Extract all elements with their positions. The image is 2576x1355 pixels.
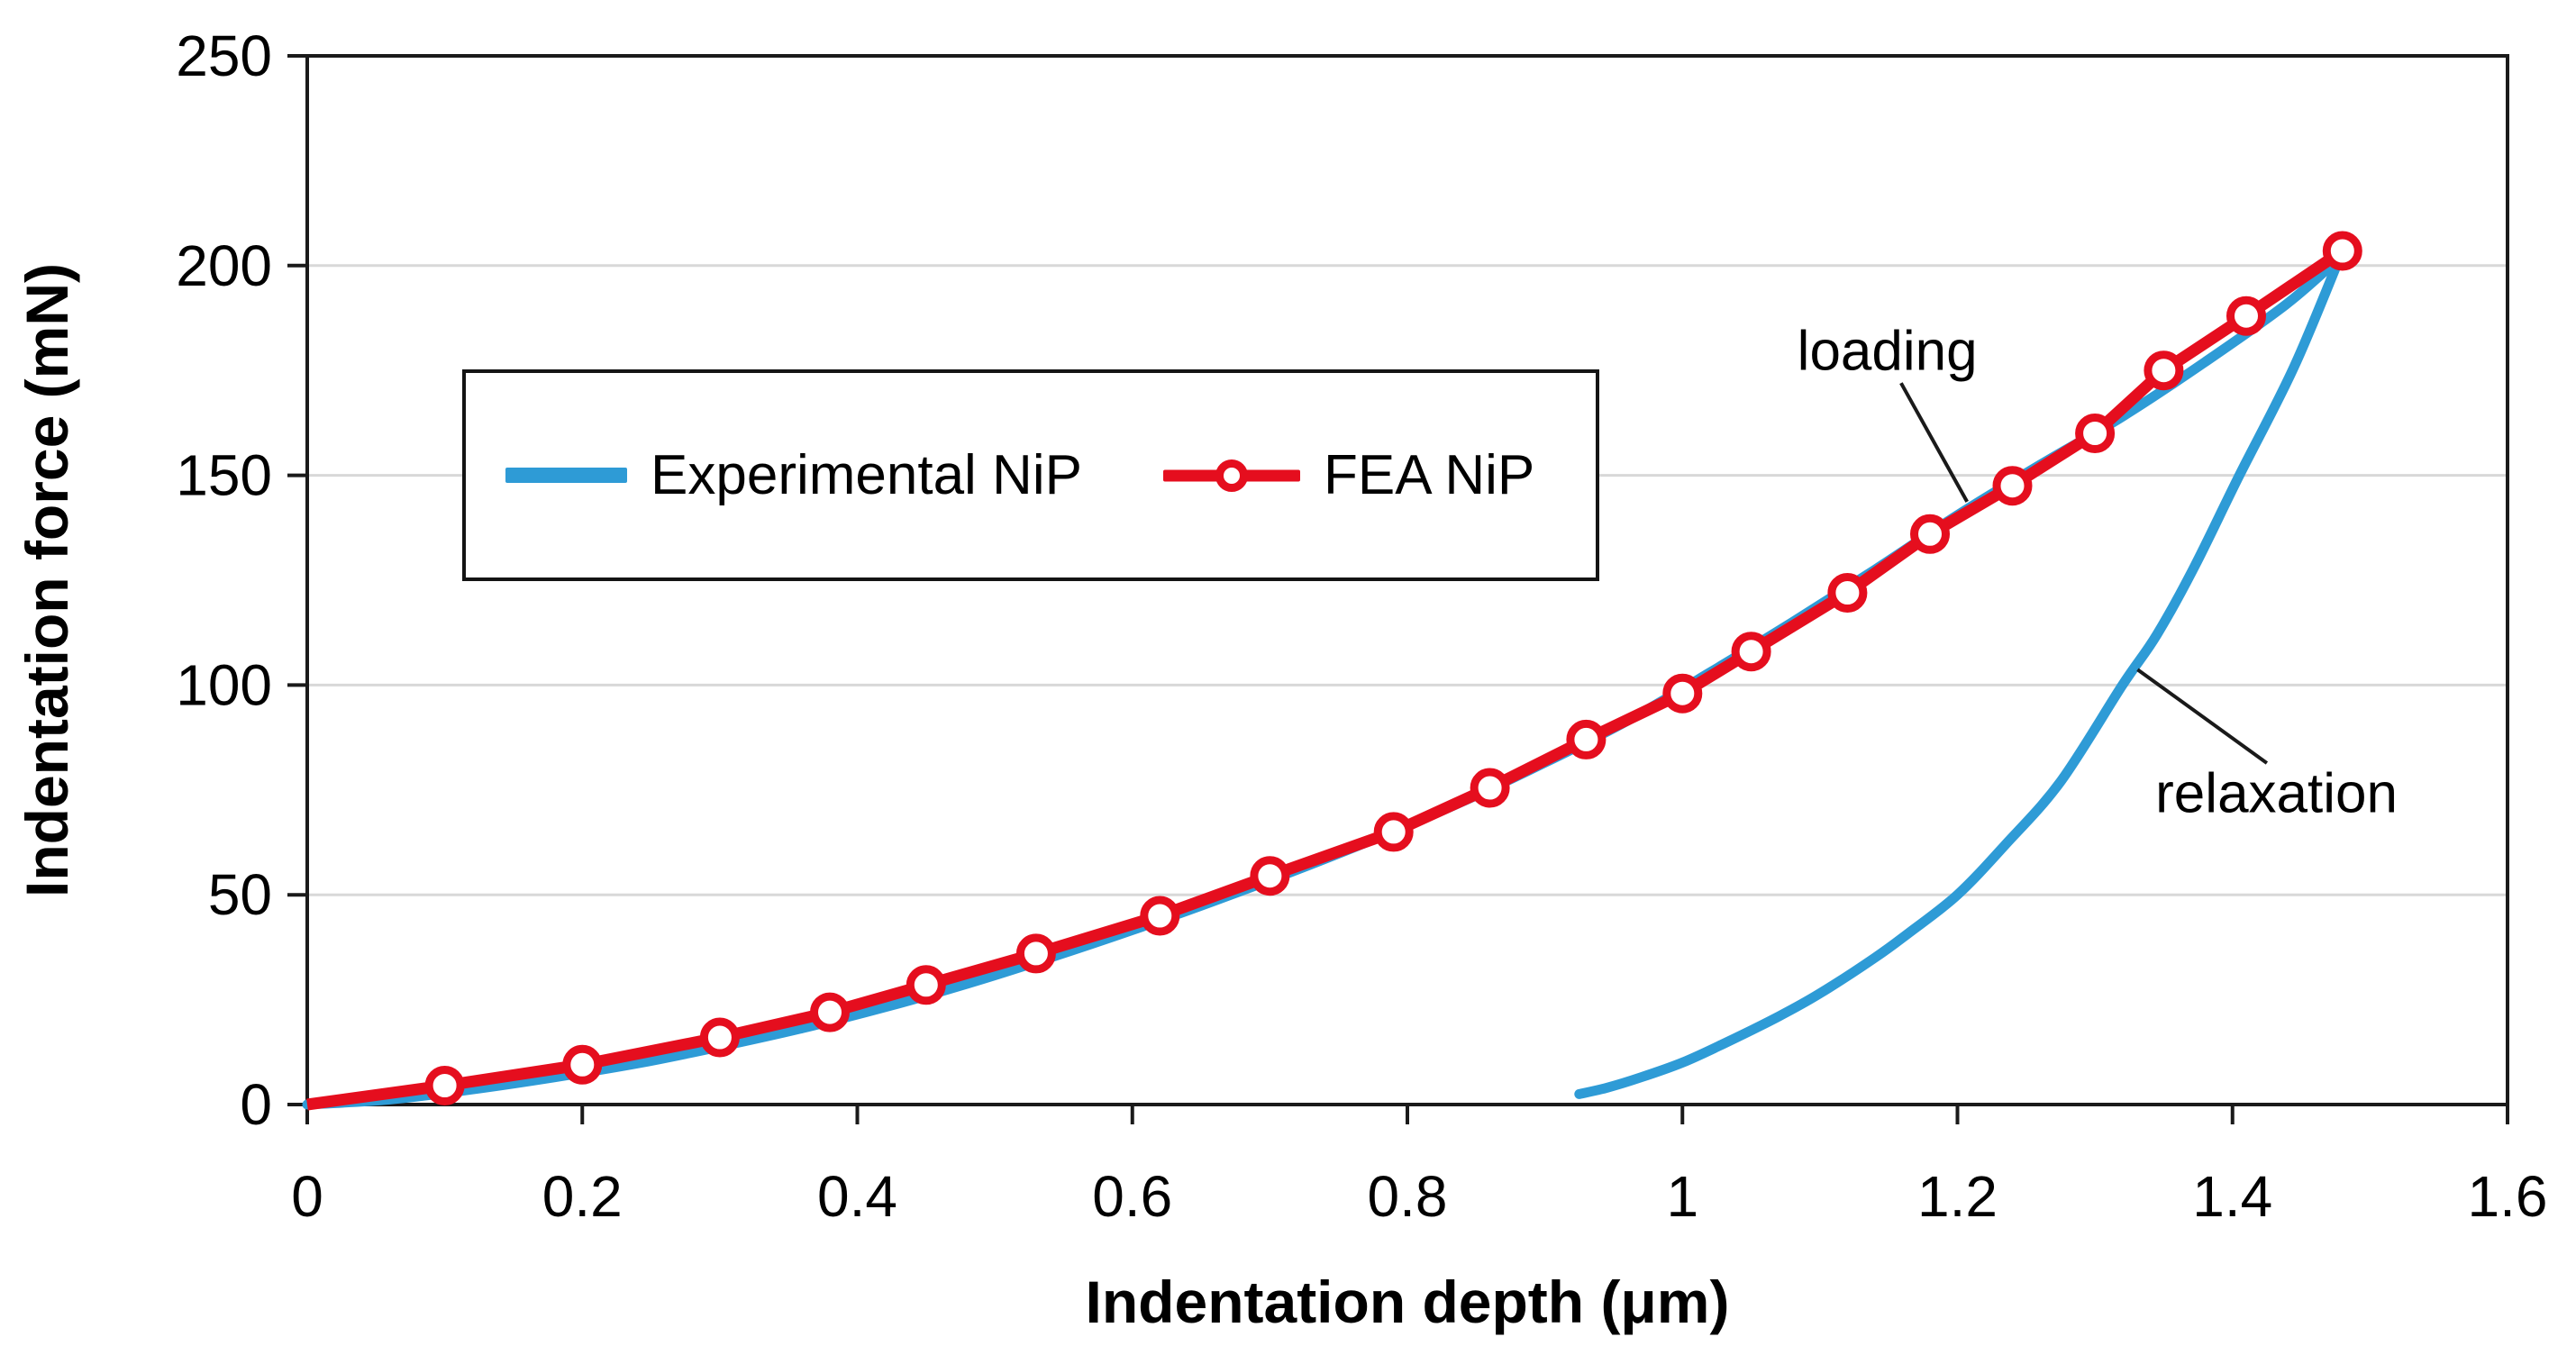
fea-data-marker (1470, 768, 1510, 808)
x-tick-label: 0.4 (817, 1164, 897, 1229)
legend-item-experimental: Experimental NiP (505, 443, 1082, 507)
annotation-leader-line (2136, 668, 2269, 765)
fea-data-marker (562, 1044, 603, 1085)
fea-data-marker (2226, 296, 2266, 336)
legend-label-fea: FEA NiP (1323, 444, 1535, 506)
y-tick-label: 100 (176, 652, 272, 717)
fea-data-marker (1910, 514, 1950, 554)
fea-data-marker (2075, 414, 2116, 453)
annotation-relaxation: relaxation (2155, 762, 2398, 825)
fea-swatch-circle-marker (1215, 459, 1248, 492)
fea-data-marker (424, 1066, 465, 1105)
x-tick-label: 0.2 (542, 1164, 623, 1229)
y-tick-label: 150 (176, 443, 272, 508)
fea-data-marker (906, 965, 946, 1005)
y-axis-title: Indentation force (mN) (14, 263, 80, 897)
x-axis-title: Indentation depth (μm) (1086, 1269, 1730, 1335)
fea-data-marker (810, 992, 850, 1032)
y-tick-label: 250 (176, 23, 272, 88)
fea-data-marker (1731, 632, 1771, 672)
experimental-nip-line-swatch (505, 468, 627, 483)
fea-data-marker (1566, 719, 1607, 759)
fea-data-marker (1015, 933, 1056, 974)
x-tick-label: 1.6 (2468, 1164, 2548, 1229)
y-tick-label: 0 (240, 1072, 272, 1137)
experimental-relaxation-curve (1574, 246, 2348, 1099)
legend-label-experimental: Experimental NiP (651, 444, 1082, 506)
annotation-leader-line (1899, 382, 1969, 503)
x-tick-label: 0.6 (1092, 1164, 1172, 1229)
legend-box: Experimental NiP FEA NiP (462, 369, 1599, 581)
legend-item-fea: FEA NiP (1162, 443, 1535, 507)
fea-data-marker (1992, 466, 2033, 506)
fea-nip-line-marker-swatch (1162, 456, 1300, 496)
x-tick-label: 1.4 (2192, 1164, 2272, 1229)
fea-data-marker (699, 1017, 740, 1058)
annotation-loading: loading (1797, 320, 1978, 383)
x-tick-label: 0.8 (1368, 1164, 1448, 1229)
fea-data-marker (2322, 231, 2362, 271)
x-tick-label: 1 (1666, 1164, 1698, 1229)
fea-data-marker (2144, 350, 2184, 391)
x-tick-label: 0 (291, 1164, 323, 1229)
y-tick-label: 50 (208, 862, 272, 927)
fea-data-marker (1250, 856, 1290, 896)
fea-data-marker (1373, 812, 1414, 852)
y-tick-label: 200 (176, 233, 272, 298)
fea-data-marker (1827, 573, 1868, 613)
x-tick-label: 1.2 (1917, 1164, 1998, 1229)
plot-border (305, 54, 2509, 1106)
fea-data-marker (1662, 673, 1703, 714)
fea-data-marker (1140, 896, 1180, 936)
